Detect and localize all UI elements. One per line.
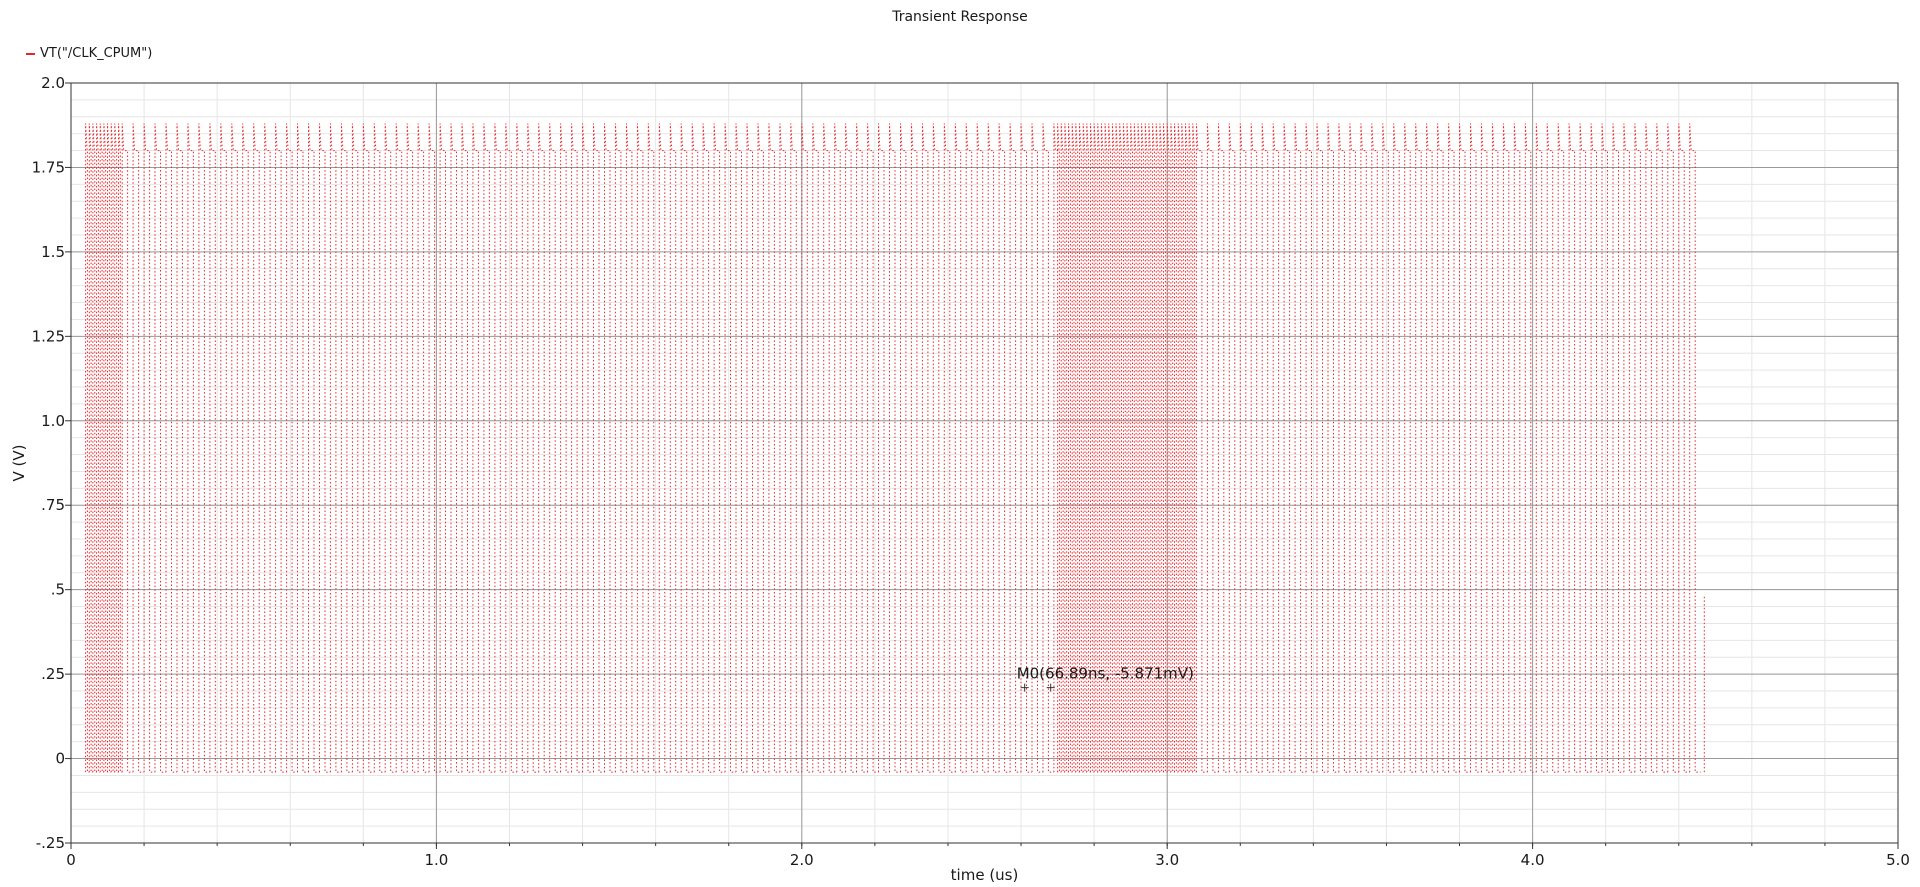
y-axis-label: V (V) [10,445,28,482]
grid-minor [70,82,1899,844]
y-tick-label: .75 [41,496,65,514]
y-tick-label: 1.75 [32,158,65,176]
x-tick-label: 4.0 [1521,851,1545,869]
y-tick-label: 1.25 [32,327,65,345]
marker-label: M0(66.89ns, -5.871mV) [1017,665,1194,683]
y-tick-label: .5 [51,581,65,599]
ticks [65,82,1899,849]
tick-labels: 0 1.0 2.0 3.0 4.0 5.0-.250.25.5.751.01.251.51… [32,74,1910,869]
x-tick-label: 2.0 [790,851,814,869]
plot-frame [70,82,1899,844]
y-tick-label: -.25 [36,834,65,852]
x-tick-label: 3.0 [1155,851,1179,869]
y-tick-label: 2.0 [41,74,65,92]
legend[interactable]: VT("/CLK_CPUM") [26,46,152,61]
chart-title: Transient Response [892,9,1028,25]
grid-major [71,83,1898,843]
y-tick-label: .25 [41,665,65,683]
x-tick-label: 5.0 [1886,851,1910,869]
x-tick-label: 1.0 [424,851,448,869]
legend-swatch [26,52,35,55]
x-axis-label: time (us) [951,866,1019,884]
y-tick-label: 1.0 [41,412,65,430]
marker-layer: M0(66.89ns, -5.871mV) [1017,665,1194,692]
series-line [85,123,1705,773]
y-tick-label: 0 [55,750,65,768]
x-tick-label: 0 [66,851,76,869]
series-layer [85,123,1705,773]
y-tick-label: 1.5 [41,243,65,261]
legend-label: VT("/CLK_CPUM") [40,46,153,61]
